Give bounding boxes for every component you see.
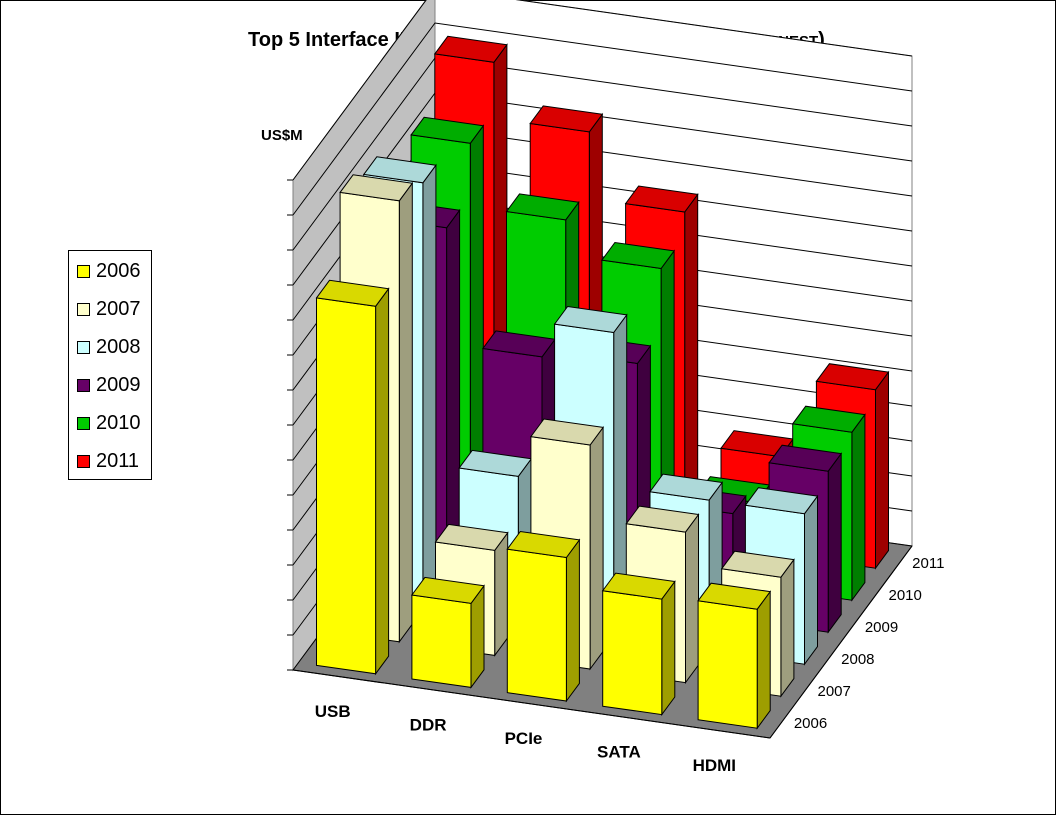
bar-side bbox=[851, 413, 866, 602]
legend-label: 2006 bbox=[96, 259, 141, 282]
x-tick-label: DDR bbox=[410, 715, 447, 734]
gridline bbox=[292, 0, 913, 181]
bar-side bbox=[827, 452, 842, 634]
depth-tick-label: 2007 bbox=[818, 683, 851, 700]
y-axis-label: US$M bbox=[261, 127, 303, 144]
x-tick-label: SATA bbox=[597, 743, 641, 762]
bar-sata-2006 bbox=[601, 572, 676, 717]
bar-side bbox=[375, 287, 390, 676]
depth-tick-label: 2011 bbox=[912, 555, 944, 572]
legend-item-2008: 2008 bbox=[77, 334, 141, 360]
chart-title-close: ) bbox=[818, 29, 825, 51]
bar-top bbox=[768, 444, 843, 472]
bar-top bbox=[505, 193, 580, 221]
bar-side bbox=[804, 494, 818, 666]
bar-top bbox=[601, 572, 676, 600]
bar-top bbox=[410, 576, 485, 604]
x-axis-line bbox=[292, 669, 771, 739]
bar-side bbox=[422, 163, 437, 612]
bar-top bbox=[315, 279, 390, 307]
x-tick-label: USB bbox=[315, 702, 351, 721]
bar-front bbox=[411, 594, 472, 688]
legend-swatch bbox=[77, 340, 90, 354]
bar-side bbox=[494, 531, 509, 657]
bar-front bbox=[697, 600, 758, 729]
bar-top bbox=[649, 473, 724, 501]
bar-side bbox=[446, 208, 461, 580]
legend-swatch bbox=[77, 378, 90, 392]
bar-ddr-2006 bbox=[410, 576, 485, 689]
bar-hdmi-2006 bbox=[697, 582, 772, 730]
legend-item-2010: 2010 bbox=[77, 410, 141, 436]
bar-top bbox=[815, 363, 890, 391]
chart-bars bbox=[315, 35, 890, 730]
depth-tick-label: 2006 bbox=[794, 715, 827, 732]
x-tick-label: PCIe bbox=[505, 729, 543, 748]
bar-top bbox=[553, 305, 628, 334]
gridline bbox=[292, 22, 913, 216]
bar-side bbox=[589, 425, 604, 671]
bar-top bbox=[529, 105, 604, 133]
bar-side bbox=[685, 512, 699, 685]
bar-front bbox=[506, 548, 567, 702]
legend-item-2006: 2006 bbox=[77, 258, 141, 284]
bar-top bbox=[506, 530, 581, 559]
bar-top bbox=[434, 523, 509, 551]
legend-label: 2007 bbox=[96, 297, 141, 320]
bar-top bbox=[600, 241, 676, 270]
legend-label: 2011 bbox=[96, 449, 140, 472]
legend-swatch bbox=[77, 416, 90, 430]
bar-side bbox=[756, 590, 771, 730]
chart-legend: 2006 2007 2008 2009 2010 2011 bbox=[68, 250, 152, 480]
chart-axis-labels: USB DDR PCIe SATA HDMI 2006 2007 2008 2009 2010 20… bbox=[261, 127, 944, 775]
bar-top bbox=[624, 185, 699, 213]
bar-side bbox=[661, 579, 676, 717]
depth-axis-line bbox=[769, 545, 913, 739]
bar-top bbox=[720, 550, 795, 578]
legend-item-2009: 2009 bbox=[77, 372, 141, 398]
bar-top bbox=[362, 156, 437, 184]
bar-side bbox=[398, 181, 413, 644]
bar-pcie-2006 bbox=[506, 530, 581, 703]
depth-tick-label: 2008 bbox=[841, 651, 874, 668]
bar-top bbox=[625, 505, 700, 533]
legend-label: 2008 bbox=[96, 335, 141, 358]
bar-top bbox=[339, 174, 414, 202]
bar-top bbox=[697, 582, 772, 610]
legend-swatch bbox=[77, 302, 90, 316]
legend-swatch bbox=[77, 454, 90, 468]
bar-top bbox=[791, 405, 866, 433]
bar-front bbox=[602, 590, 663, 716]
x-tick-label: HDMI bbox=[693, 756, 736, 775]
bar-side bbox=[780, 558, 795, 698]
bar-side bbox=[565, 538, 580, 703]
depth-tick-label: 2009 bbox=[865, 619, 898, 636]
legend-label: 2010 bbox=[96, 411, 141, 434]
bar-usb-2006 bbox=[315, 279, 390, 676]
bar-side bbox=[875, 370, 889, 570]
bar-top bbox=[529, 418, 605, 446]
bar-top bbox=[410, 116, 485, 144]
legend-swatch bbox=[77, 264, 90, 278]
legend-label: 2009 bbox=[96, 373, 141, 396]
bar-front bbox=[316, 297, 377, 675]
bar-top bbox=[433, 35, 508, 63]
legend-item-2011: 2011 bbox=[77, 448, 139, 474]
depth-tick-label: 2010 bbox=[889, 587, 922, 604]
bar-top bbox=[744, 487, 819, 515]
legend-item-2007: 2007 bbox=[77, 296, 141, 322]
